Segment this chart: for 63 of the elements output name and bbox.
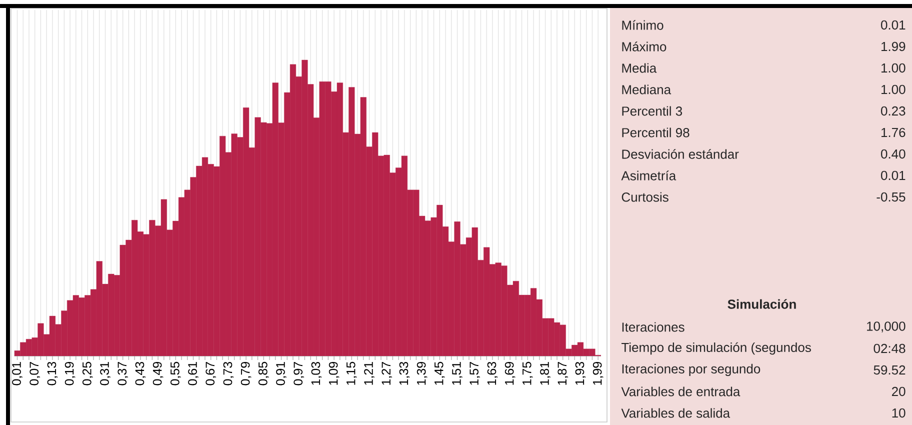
x-tick-label: 0,01 [12, 362, 22, 386]
x-tick-label: 0,19 [64, 362, 76, 386]
x-tick-label: 1,21 [364, 362, 374, 385]
text: 1.00 [881, 84, 906, 94]
text: 0.01 [881, 20, 906, 30]
x-tick-label: 0,37 [118, 362, 128, 386]
x-tick-label: 0,49 [152, 362, 164, 386]
text: Mínimo [622, 20, 664, 30]
x-tick-label: 0,91 [276, 362, 286, 386]
x-tick-label: 1,75 [522, 362, 533, 385]
text: Curtosis [622, 192, 668, 202]
x-tick-label: 0,55 [170, 362, 181, 386]
text: Simulación [728, 299, 796, 309]
x-tick-label: 0,25 [82, 362, 93, 386]
text: Variables de salida [621, 408, 730, 418]
text: 10 [892, 408, 906, 418]
x-tick-label: 1,51 [452, 362, 462, 385]
x-tick-label: 1,15 [346, 362, 357, 385]
text: 0.40 [881, 149, 906, 159]
text: 1.76 [881, 128, 906, 138]
text: -0.55 [876, 192, 906, 202]
x-tick-label: 1,33 [399, 362, 410, 385]
text: 1.00 [881, 63, 906, 73]
text: Máximo [622, 42, 666, 52]
x-tick-label: 1,03 [311, 362, 322, 385]
x-tick-label: 1,69 [504, 362, 516, 385]
text: Desviación estándar [622, 149, 739, 159]
x-tick-label: 1,93 [575, 362, 586, 385]
text: Iteraciones por segundo [622, 364, 760, 376]
text: 20 [892, 386, 906, 396]
text: Percentil 3 [622, 106, 682, 116]
text: Asimetría [621, 170, 676, 180]
x-tick-label: 0,61 [188, 362, 198, 386]
x-tick-label: 0,85 [258, 362, 269, 386]
x-tick-label: 0,79 [240, 362, 252, 386]
text: Tiempo de simulación (segundos [622, 342, 811, 355]
text: Percentil 98 [622, 128, 690, 138]
x-tick-label: 1,87 [558, 362, 568, 385]
x-tick-label: 0,43 [135, 362, 146, 386]
text: 59.52 [874, 365, 906, 375]
x-tick-label: 1,39 [416, 362, 428, 385]
x-tick-label: 0,07 [30, 362, 40, 386]
x-tick-label: 0,13 [47, 362, 58, 386]
x-tick-label: 1,99 [592, 362, 604, 385]
x-tick-label: 1,09 [328, 362, 340, 385]
text: Iteraciones [622, 322, 684, 332]
x-tick-label: 0,31 [100, 362, 110, 386]
text: Mediana [622, 84, 672, 94]
text: 0.23 [881, 106, 906, 116]
text: 1.99 [881, 42, 906, 52]
x-tick-label: 1,45 [434, 362, 445, 385]
x-tick-label: 1,57 [470, 362, 480, 385]
text: 10,000 [867, 322, 906, 332]
text: Variables de entrada [621, 386, 740, 396]
x-tick-label: 0,67 [206, 362, 216, 386]
x-tick-label: 1,63 [487, 362, 498, 385]
x-tick-label: 0,73 [223, 362, 234, 386]
text: 02:48 [874, 344, 906, 354]
x-tick-label: 1,81 [540, 362, 550, 385]
x-tick-label: 1,27 [382, 362, 392, 385]
x-tick-label: 0,97 [294, 362, 304, 386]
text: 0.01 [881, 170, 906, 180]
text: Media [622, 63, 657, 73]
